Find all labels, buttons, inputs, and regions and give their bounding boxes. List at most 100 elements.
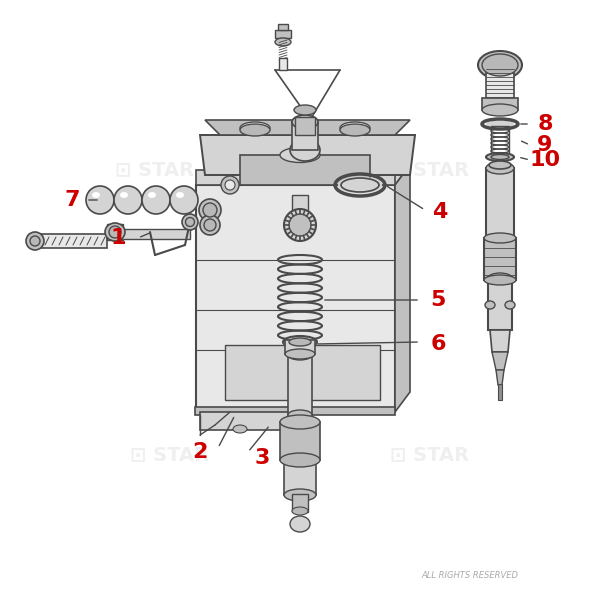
Ellipse shape [284,209,316,241]
Ellipse shape [185,217,194,226]
Text: 1: 1 [110,228,126,248]
Bar [486,65,514,103]
Ellipse shape [288,410,312,420]
Bar [200,412,310,430]
Text: 4: 4 [433,202,448,222]
Ellipse shape [120,192,128,198]
Text: 6: 6 [430,334,446,354]
Bar [275,30,291,38]
Ellipse shape [142,186,170,214]
Ellipse shape [284,489,316,501]
Ellipse shape [482,54,518,76]
Ellipse shape [92,192,100,198]
Bar [288,353,312,425]
Bar [285,340,315,354]
Ellipse shape [340,124,370,136]
Ellipse shape [280,453,320,467]
Bar [482,98,518,110]
Text: 2: 2 [193,442,208,462]
Ellipse shape [486,121,514,127]
Ellipse shape [176,192,184,198]
Ellipse shape [204,219,216,231]
Text: ALL RIGHTS RESERVED: ALL RIGHTS RESERVED [421,571,518,580]
Bar [488,278,512,330]
Ellipse shape [488,273,512,283]
Ellipse shape [26,232,44,250]
Bar [196,170,395,185]
Ellipse shape [340,122,370,134]
Bar [115,229,190,239]
Ellipse shape [199,199,221,221]
Bar [107,224,123,240]
Ellipse shape [280,415,320,429]
Bar [498,384,502,400]
Ellipse shape [288,350,312,360]
Bar [310,345,380,400]
Ellipse shape [292,507,308,515]
Bar [295,117,315,135]
Ellipse shape [486,153,514,161]
Bar [292,494,308,512]
Ellipse shape [221,176,239,194]
Text: 10: 10 [529,150,560,170]
Bar [195,407,395,415]
Ellipse shape [292,222,308,230]
Ellipse shape [105,223,125,241]
Ellipse shape [283,336,317,348]
Ellipse shape [338,176,382,193]
Ellipse shape [489,161,511,169]
Ellipse shape [203,203,217,217]
Polygon shape [196,165,410,185]
Bar [486,168,514,240]
Text: 9: 9 [538,135,553,155]
Text: 7: 7 [64,190,80,210]
Bar [284,459,316,495]
Ellipse shape [484,233,516,243]
Polygon shape [200,135,415,175]
Text: 8: 8 [537,114,553,134]
Ellipse shape [289,338,311,346]
Ellipse shape [114,186,142,214]
Polygon shape [395,165,410,412]
Text: ⊡ STAR: ⊡ STAR [391,160,470,179]
Bar [225,345,295,400]
Ellipse shape [505,301,515,309]
Ellipse shape [285,349,315,359]
Ellipse shape [289,214,311,236]
Bar [279,58,287,70]
Ellipse shape [86,186,114,214]
Text: ⊡ STAR: ⊡ STAR [391,445,470,464]
Ellipse shape [182,214,198,230]
Ellipse shape [240,122,270,134]
Ellipse shape [30,236,40,246]
Ellipse shape [478,51,522,79]
Text: 5: 5 [430,290,446,310]
Bar [292,195,308,225]
Text: ⊡ STAR: ⊡ STAR [115,160,194,179]
Ellipse shape [170,186,198,214]
Ellipse shape [292,115,318,129]
Ellipse shape [148,192,156,198]
Polygon shape [205,120,410,135]
Ellipse shape [200,215,220,235]
Ellipse shape [485,301,495,309]
Ellipse shape [233,425,247,433]
Polygon shape [492,352,508,370]
Ellipse shape [486,234,514,246]
Bar [35,234,107,248]
Ellipse shape [491,154,509,160]
Bar [292,122,318,150]
Ellipse shape [290,516,310,532]
Bar [240,155,370,185]
Polygon shape [490,330,510,352]
Bar [484,238,516,280]
Ellipse shape [486,162,514,174]
Text: ⊡ STAR: ⊡ STAR [130,445,209,464]
Ellipse shape [240,124,270,136]
Ellipse shape [484,275,516,285]
Ellipse shape [482,104,518,116]
Bar [491,126,509,154]
Ellipse shape [290,139,320,161]
Bar [278,24,288,30]
Ellipse shape [280,148,320,163]
